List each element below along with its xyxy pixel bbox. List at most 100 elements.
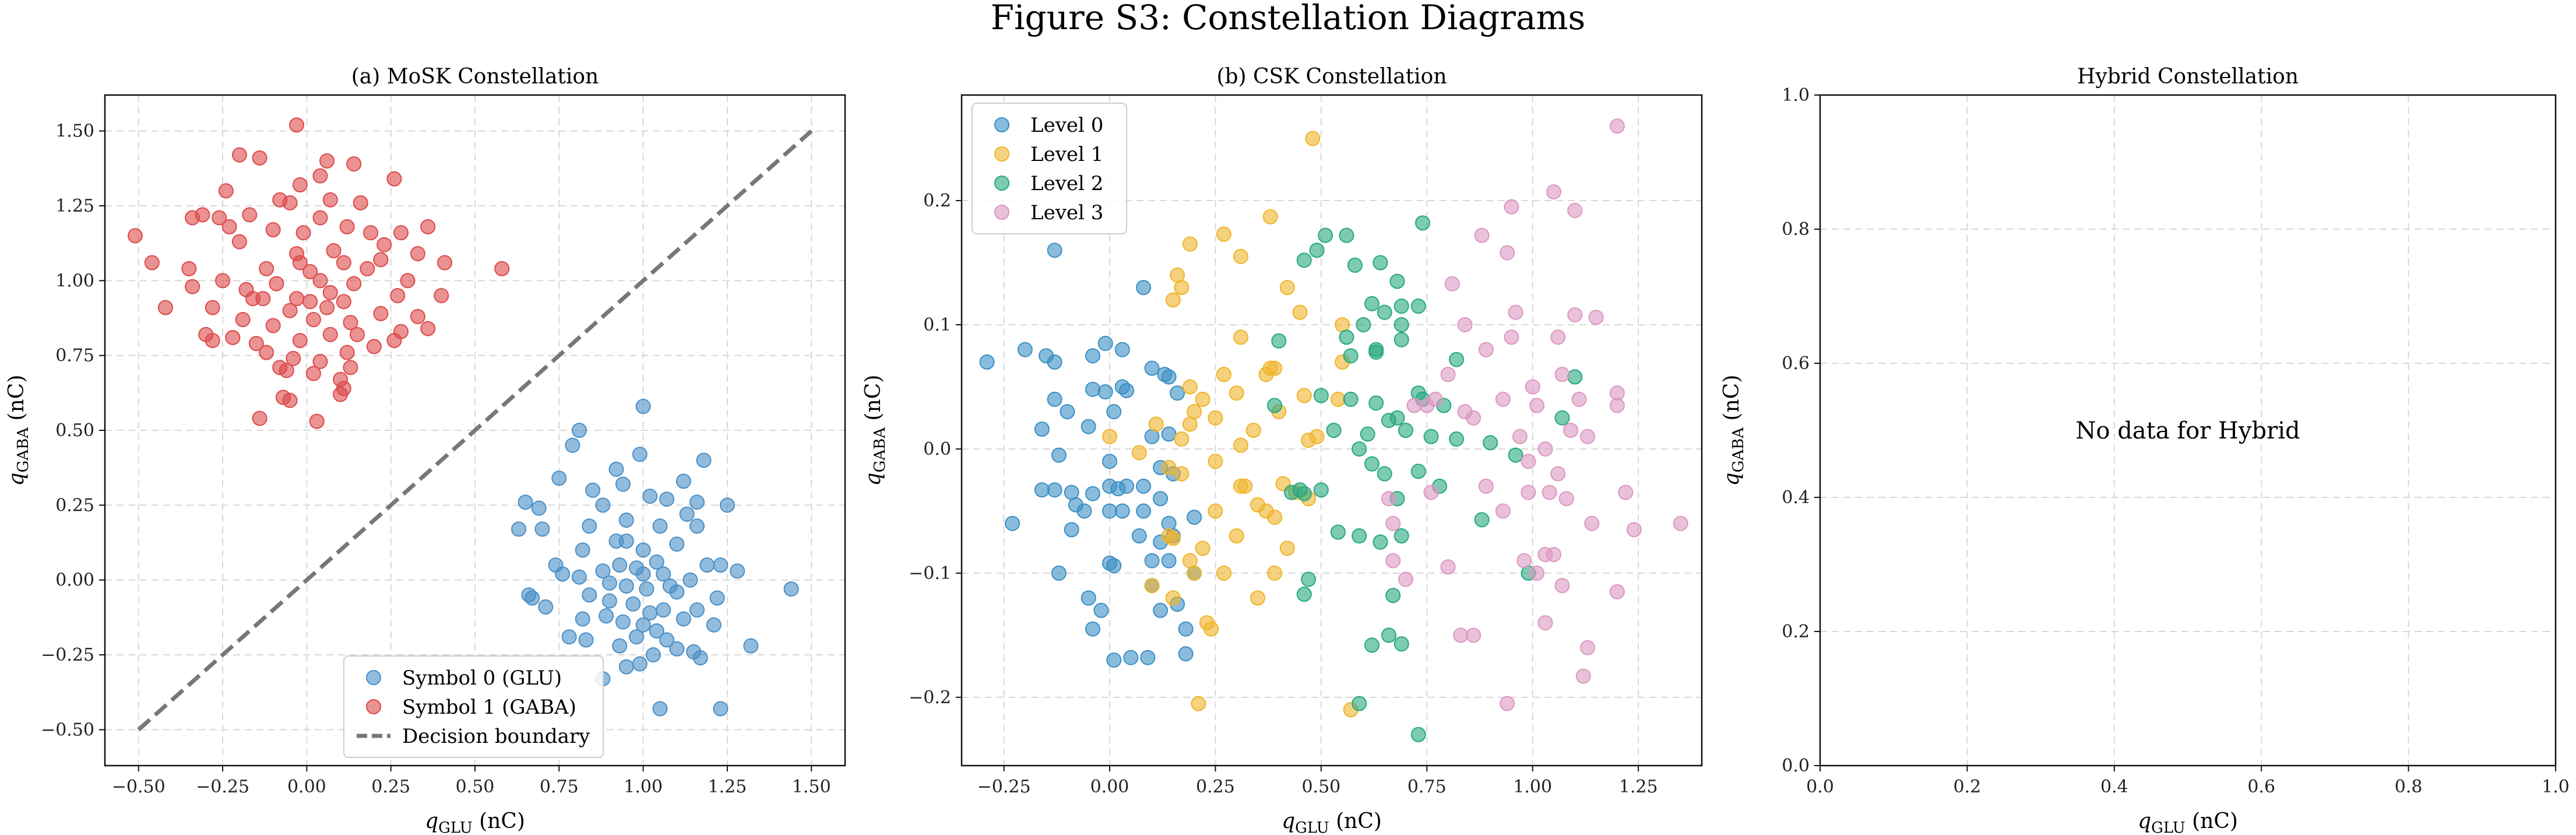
y-axis-label-main: q — [1720, 472, 1744, 486]
scatter-point — [1537, 441, 1553, 457]
scatter-point — [696, 452, 712, 468]
scatter-point — [1153, 491, 1169, 507]
y-tick-label: 0.0 — [1782, 756, 1810, 776]
scatter-point — [1529, 398, 1544, 413]
scatter-point — [1081, 419, 1096, 434]
scatter-point — [1216, 367, 1231, 383]
scatter-point — [1106, 652, 1122, 668]
scatter-point — [309, 413, 325, 429]
scatter-point — [692, 650, 708, 666]
scatter-point — [302, 264, 318, 279]
scatter-point — [1546, 546, 1561, 562]
scatter-point — [363, 225, 379, 241]
scatter-point — [225, 329, 241, 345]
scatter-point — [1119, 478, 1135, 494]
scatter-point — [1296, 388, 1312, 404]
scatter-point — [1609, 398, 1625, 413]
legend-box — [343, 655, 604, 758]
scatter-point — [343, 315, 358, 331]
scatter-point — [652, 518, 668, 534]
y-tick-label: 0.2 — [923, 191, 951, 211]
scatter-point — [181, 261, 197, 276]
scatter-point — [1347, 257, 1363, 273]
scatter-point — [312, 168, 328, 184]
y-axis-label-unit: (nC) — [1720, 375, 1744, 427]
scatter-point — [1148, 416, 1164, 432]
scatter-point — [245, 291, 261, 307]
scatter-point — [538, 599, 554, 615]
x-axis-label-sub: GLU — [2151, 819, 2186, 835]
scatter-point — [1381, 412, 1396, 428]
scatter-point — [393, 225, 409, 241]
y-axis-label-main: q — [861, 472, 885, 486]
scatter-point — [1203, 621, 1219, 637]
scatter-point — [571, 569, 587, 585]
x-axis-label-main: q — [2138, 809, 2151, 833]
scatter-point — [1546, 184, 1561, 200]
scatter-point — [1377, 466, 1392, 482]
legend-label: Level 0 — [1030, 114, 1103, 137]
scatter-point — [719, 497, 735, 513]
x-axis-label-main: q — [1282, 809, 1295, 833]
scatter-point — [1410, 727, 1426, 742]
y-tick-label: 0.8 — [1782, 219, 1810, 240]
scatter-point — [1580, 429, 1596, 444]
scatter-point — [366, 339, 382, 355]
scatter-point — [1178, 621, 1194, 637]
scatter-point — [1267, 565, 1283, 581]
scatter-point — [218, 183, 234, 199]
x-tick-label: 0.50 — [1301, 777, 1340, 797]
scatter-point — [571, 423, 587, 438]
scatter-point — [618, 578, 634, 594]
scatter-point — [295, 225, 311, 241]
legend-marker-swatch — [994, 176, 1009, 191]
scatter-point — [699, 557, 715, 573]
scatter-point — [1195, 391, 1210, 407]
scatter-point — [248, 336, 264, 352]
scatter-point — [1449, 431, 1465, 447]
scatter-point — [578, 632, 594, 648]
scatter-point — [1097, 384, 1113, 399]
scatter-point — [615, 476, 631, 492]
legend-marker-swatch — [366, 699, 381, 714]
scatter-point — [1047, 482, 1062, 498]
x-tick-label: 0.25 — [371, 777, 410, 797]
legend-label: Symbol 1 (GABA) — [402, 696, 576, 719]
scatter-point — [1478, 342, 1494, 357]
scatter-point — [642, 488, 658, 504]
x-tick-label: 1.25 — [708, 777, 747, 797]
scatter-point — [1136, 478, 1152, 494]
scatter-point — [1165, 292, 1181, 308]
panel-1: −0.50 −0.25 0.00 0.25 0.50 0.75 1.00 1.25 1.50 −0… — [5, 65, 846, 835]
x-tick-label: 0.4 — [2100, 777, 2128, 797]
scatter-point — [1165, 531, 1181, 546]
scatter-point — [1368, 395, 1384, 411]
scatter-point — [1161, 553, 1177, 569]
scatter-point — [1373, 255, 1388, 271]
scatter-point — [534, 521, 550, 537]
scatter-point — [1521, 454, 1536, 469]
scatter-point — [1102, 454, 1117, 469]
y-tick-label: 1.0 — [1782, 85, 1810, 106]
panel-title: (b) CSK Constellation — [1216, 65, 1447, 89]
scatter-point — [582, 518, 597, 534]
scatter-point — [1474, 512, 1490, 528]
scatter-point — [656, 566, 671, 582]
legend-marker-swatch — [994, 205, 1009, 220]
legend-label: Level 3 — [1030, 201, 1103, 224]
scatter-point — [349, 327, 365, 342]
scatter-point — [1161, 459, 1177, 475]
scatter-point — [1352, 441, 1367, 457]
y-tick-label: −0.50 — [41, 720, 94, 740]
scatter-point — [1495, 391, 1511, 407]
scatter-point — [1106, 558, 1122, 574]
scatter-point — [1187, 510, 1202, 525]
scatter-point — [652, 701, 668, 717]
panel-2: −0.25 0.00 0.25 0.50 0.75 1.00 1.25 −0.2 −0.1 0.0… — [861, 65, 1703, 835]
scatter-point — [1575, 668, 1591, 684]
scatter-point — [292, 177, 308, 193]
x-axis-label-unit: (nC) — [473, 809, 525, 833]
x-axis-label: qGLU (nC) — [425, 809, 525, 835]
scatter-point — [669, 641, 685, 657]
scatter-point — [1279, 541, 1295, 556]
